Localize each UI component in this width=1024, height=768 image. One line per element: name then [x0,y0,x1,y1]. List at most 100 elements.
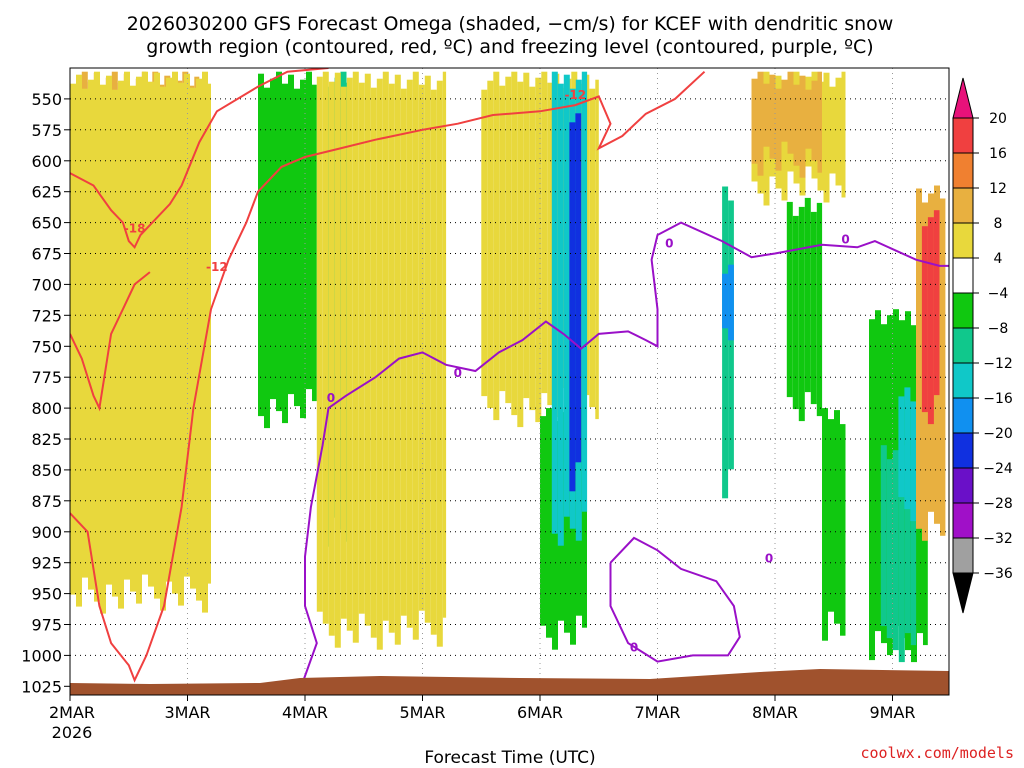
shading-column [208,83,211,584]
shading-column [916,188,922,529]
shading-column [904,387,911,510]
contour-purple-zero-main [298,221,949,693]
shading-column [811,80,818,161]
shading-column [142,71,148,575]
shading-column [294,88,300,407]
colorbar-swatch [952,222,974,259]
shading-column [763,83,770,147]
terrain-surface [70,669,949,695]
shading-column [196,78,202,601]
colorbar-swatch [952,327,974,364]
shading-column [910,446,917,646]
shading-region [786,197,823,422]
shading-column [799,75,806,178]
shading-column [728,264,734,341]
shading-column [499,85,506,392]
shading-column [569,122,576,492]
contour-red-minus12-upper [70,271,151,412]
shading-column [816,202,823,417]
colorbar-label: 4 [994,251,1003,267]
shading-column [118,80,124,609]
shading-region [70,71,211,614]
shading-column [546,408,552,638]
shading-column [570,417,576,645]
shading-column [523,72,530,399]
shading-region [722,264,734,341]
y-tick-label: 800 [31,399,62,418]
contour-label: 0 [327,391,335,405]
shading-region [921,210,940,425]
contour-label: -12 [206,260,228,274]
shading-column [834,410,840,624]
colorbar-bottom-triangle [952,572,974,614]
shading-column [886,459,893,639]
shading-column [810,211,817,405]
shading-column [898,445,905,663]
shading-column [436,80,443,647]
colorbar-label: −12 [983,356,1013,372]
shading-region [822,408,846,641]
shading-column [487,80,494,409]
shading-column [817,71,822,173]
shading-column [258,73,264,417]
shading-column [805,89,812,149]
y-axis: 550 575 600 625 650 675 700 725 750 775 800 825 850 8… [21,90,70,696]
shading-column [352,71,359,643]
y-tick-label: 675 [31,245,62,264]
shading-column [112,89,118,597]
y-tick-label: 725 [31,306,62,325]
shading-column [840,424,846,636]
x-tick-label: 2MAR [49,703,95,722]
contour-purple-zero-lobe [609,536,741,663]
shading-column [722,273,729,329]
shading-column [400,88,407,616]
shading-column [869,319,875,661]
colorbar-label: −24 [983,461,1013,477]
shading-column [517,81,524,428]
colorbar-swatch [952,502,974,539]
shading-column [892,450,899,651]
shading-column [312,84,317,402]
x-axis-title: Forecast Time (UTC) [424,748,595,768]
colorbar-swatch [952,397,974,434]
shading-column [804,197,811,393]
shading-column [94,71,100,602]
y-tick-label: 1000 [21,646,62,665]
x-tick-label: 4MAR [282,703,328,722]
shading-column [166,77,172,582]
x-tick-year: 2026 [52,723,93,742]
colorbar-swatch [952,187,974,224]
shading-column [540,416,546,626]
omega-shading [70,71,946,663]
colorbar-swatch [952,117,974,154]
colorbar-label: −32 [983,531,1013,547]
chart-title-line-2: growth region (contoured, red, ºC) and f… [146,36,873,58]
shading-column [933,210,940,396]
shading-region [316,71,447,650]
shading-column [798,206,805,422]
shading-column [106,75,112,585]
shading-column [306,71,312,390]
shading-column [898,396,905,498]
shading-column [722,186,729,499]
shading-column [589,88,596,408]
y-tick-label: 600 [31,152,62,171]
plot-frame [69,67,950,696]
contour-label: -12 [564,88,586,102]
x-axis: 2MAR 3MAR 4MAR 5MAR 6MAR 7MAR 8MAR 9MAR [49,695,916,722]
shading-column [787,71,794,154]
y-tick-label: 750 [31,337,62,356]
colorbar-swatch [952,152,974,189]
shading-column [424,75,431,623]
shading-region [751,71,822,178]
y-tick-label: 875 [31,492,62,511]
shading-column [940,198,946,536]
shading-column [927,217,934,425]
shading-column [841,71,846,198]
shading-column [511,71,518,416]
shading-column [288,74,294,395]
shading-column [300,79,306,419]
shading-column [904,455,911,634]
shading-column [184,73,190,577]
